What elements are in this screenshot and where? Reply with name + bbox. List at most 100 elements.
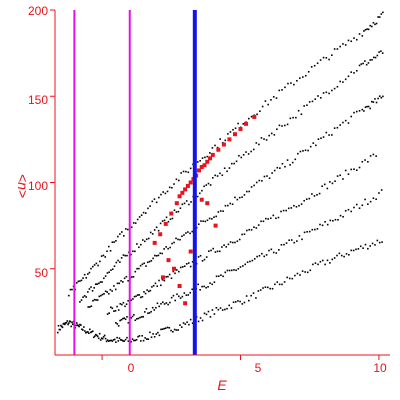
black-point — [94, 283, 97, 286]
black-point — [241, 303, 244, 305]
black-point — [122, 340, 124, 342]
black-point — [205, 286, 207, 289]
black-point — [174, 299, 177, 302]
red-point — [174, 201, 179, 206]
black-point — [228, 167, 231, 169]
black-point — [221, 246, 223, 248]
black-point — [212, 247, 215, 250]
black-point — [226, 307, 228, 310]
black-point — [248, 299, 250, 302]
black-point — [290, 82, 292, 84]
black-point — [151, 306, 154, 309]
black-point — [176, 293, 178, 296]
black-point — [339, 214, 342, 217]
black-point — [372, 197, 375, 200]
black-point — [136, 243, 138, 245]
black-point — [111, 241, 114, 244]
black-point — [232, 128, 234, 131]
black-point — [224, 308, 226, 311]
black-point — [84, 330, 86, 332]
black-point — [367, 247, 369, 250]
black-point — [315, 144, 317, 147]
black-point — [168, 273, 171, 276]
black-point — [202, 220, 204, 222]
black-point — [63, 322, 65, 325]
black-point — [161, 252, 163, 255]
black-point — [79, 301, 81, 303]
black-point — [331, 89, 333, 92]
black-point — [123, 235, 125, 237]
black-point — [179, 238, 181, 241]
black-point — [137, 317, 140, 320]
black-point — [347, 173, 350, 175]
black-point — [107, 340, 110, 342]
black-point — [145, 338, 148, 340]
black-point — [161, 278, 164, 281]
black-point — [227, 243, 230, 246]
black-point — [323, 183, 326, 186]
black-point — [293, 204, 295, 207]
black-point — [316, 194, 318, 196]
black-point — [355, 110, 358, 113]
black-point — [211, 309, 214, 311]
black-point — [283, 124, 286, 127]
black-point — [322, 136, 325, 138]
black-point — [104, 256, 107, 258]
black-point — [182, 322, 185, 324]
black-point — [174, 272, 176, 275]
black-point — [203, 185, 205, 188]
red-point — [163, 221, 168, 226]
black-point — [210, 249, 212, 252]
black-point — [219, 172, 221, 175]
black-point — [336, 126, 339, 129]
black-point — [358, 207, 361, 209]
black-point — [211, 283, 214, 286]
black-point — [278, 89, 281, 92]
black-point — [377, 97, 379, 100]
black-point — [117, 259, 119, 262]
black-point — [75, 282, 78, 284]
black-point — [365, 63, 368, 66]
black-point — [71, 323, 74, 326]
black-point — [307, 149, 309, 152]
black-point — [112, 339, 115, 341]
black-point — [350, 249, 353, 252]
black-point — [367, 105, 370, 108]
black-point — [90, 305, 93, 307]
black-point — [91, 290, 94, 292]
black-point — [161, 301, 164, 304]
black-point — [189, 167, 192, 170]
black-point — [380, 96, 383, 99]
black-point — [124, 318, 127, 321]
black-point — [101, 281, 103, 283]
black-point — [281, 283, 283, 286]
black-point — [149, 331, 151, 334]
black-point — [209, 316, 212, 318]
black-point — [184, 323, 187, 325]
black-point — [122, 301, 125, 304]
black-point — [143, 240, 146, 243]
black-point — [77, 280, 80, 283]
red-point — [169, 211, 174, 216]
black-point — [364, 159, 366, 161]
black-point — [314, 98, 317, 100]
black-point — [109, 250, 112, 252]
black-point — [270, 132, 273, 135]
black-point — [156, 285, 159, 287]
black-point — [265, 217, 267, 220]
black-point — [88, 332, 90, 335]
black-point — [294, 158, 297, 161]
black-point — [222, 210, 224, 212]
red-point — [160, 275, 165, 280]
black-point — [105, 340, 108, 343]
black-point — [155, 201, 158, 204]
black-point — [350, 71, 353, 73]
black-point — [283, 243, 285, 246]
black-point — [367, 62, 370, 64]
black-point — [344, 169, 347, 172]
black-point — [207, 286, 209, 288]
black-point — [378, 16, 381, 18]
black-point — [230, 307, 233, 309]
black-point — [150, 259, 153, 262]
black-point — [172, 330, 174, 333]
